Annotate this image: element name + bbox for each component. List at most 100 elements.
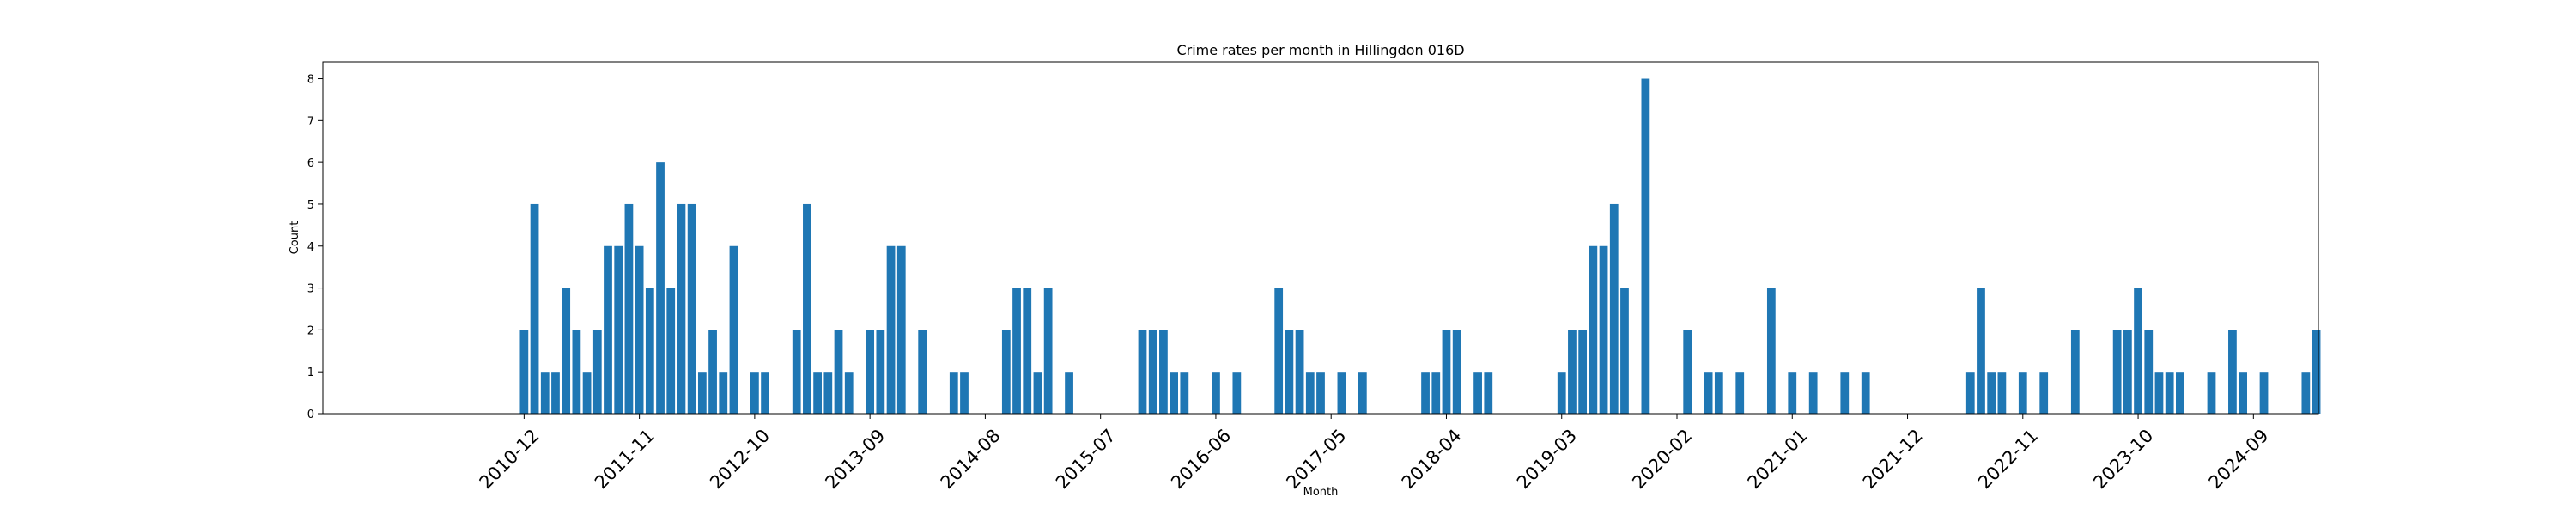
bar xyxy=(1683,330,1692,414)
y-tick-label: 8 xyxy=(307,74,314,87)
bar xyxy=(1159,330,1168,414)
y-axis-label: Count xyxy=(289,221,301,255)
x-tick-label: 2022-11 xyxy=(1974,425,2042,493)
bar xyxy=(1641,78,1650,415)
bar xyxy=(562,288,571,414)
bar xyxy=(803,203,811,414)
bar xyxy=(1180,372,1189,414)
bar xyxy=(1977,288,1985,414)
bar xyxy=(1568,330,1577,414)
x-axis-label: Month xyxy=(1303,486,1339,499)
bar xyxy=(1001,330,1011,414)
y-axis: 0 1 2 3 4 5 6 7 8 xyxy=(307,74,323,421)
bar xyxy=(834,330,843,414)
bar xyxy=(1704,372,1713,414)
bar xyxy=(866,330,875,414)
x-tick-label: 2014-08 xyxy=(937,425,1005,493)
bar xyxy=(540,372,550,414)
x-axis: 2010-12 2011-11 2012-10 2013-09 2014-08 2015-… xyxy=(476,414,2273,493)
bar xyxy=(2207,372,2216,414)
bar xyxy=(551,372,560,414)
bar xyxy=(2070,330,2080,414)
bar xyxy=(1766,288,1776,414)
bar xyxy=(2112,330,2122,414)
bar xyxy=(530,203,539,414)
bar xyxy=(2301,372,2311,414)
y-tick-label: 2 xyxy=(307,324,314,337)
x-tick-label: 2023-10 xyxy=(2089,425,2157,493)
bar xyxy=(1840,372,1850,414)
bar xyxy=(2176,372,2184,414)
x-tick-label: 2016-06 xyxy=(1167,425,1235,493)
bar xyxy=(592,330,602,414)
bar xyxy=(677,203,686,414)
x-tick-label: 2011-11 xyxy=(591,425,659,493)
bar xyxy=(1442,330,1451,414)
bar xyxy=(1148,330,1157,414)
x-tick-label: 2020-02 xyxy=(1628,425,1696,493)
bar xyxy=(2312,330,2321,414)
bar xyxy=(729,245,738,414)
bar xyxy=(1170,372,1178,414)
bar xyxy=(823,372,833,414)
y-tick-label: 1 xyxy=(307,367,314,379)
bar xyxy=(1735,372,1745,414)
bar xyxy=(2039,372,2049,414)
bars-group xyxy=(519,78,2321,415)
bar xyxy=(960,372,969,414)
x-tick-label: 2024-09 xyxy=(2205,425,2273,493)
bar xyxy=(1714,372,1723,414)
bar xyxy=(1997,372,2007,414)
bar xyxy=(2154,372,2164,414)
bar xyxy=(2228,330,2237,414)
x-tick-label: 2021-01 xyxy=(1744,425,1812,493)
bar xyxy=(687,203,696,414)
bar xyxy=(1452,330,1461,414)
bar xyxy=(750,372,759,414)
bar xyxy=(1421,372,1430,414)
bar xyxy=(1557,372,1566,414)
bar xyxy=(1285,330,1294,414)
bar xyxy=(918,330,927,414)
bar xyxy=(1620,288,1629,414)
bar xyxy=(582,372,592,414)
x-tick-label: 2021-12 xyxy=(1859,425,1927,493)
y-tick-label: 6 xyxy=(307,157,314,170)
bar xyxy=(792,330,801,414)
x-tick-label: 2015-07 xyxy=(1052,425,1120,493)
bar xyxy=(519,330,529,414)
bar xyxy=(2239,372,2247,414)
bar xyxy=(604,245,612,414)
bar xyxy=(1599,245,1608,414)
bar xyxy=(1473,372,1482,414)
bar xyxy=(1212,372,1220,414)
bar xyxy=(813,372,822,414)
y-tick-label: 4 xyxy=(307,241,314,254)
bar xyxy=(2018,372,2027,414)
chart-title: Crime rates per month in Hillingdon 016D xyxy=(1176,42,1464,58)
bar xyxy=(635,245,644,414)
x-tick-label: 2012-10 xyxy=(706,425,774,493)
bar xyxy=(1965,372,1975,414)
bar xyxy=(708,330,717,414)
x-tick-label: 2017-05 xyxy=(1282,425,1350,493)
bar xyxy=(2259,372,2269,414)
plot-frame xyxy=(322,61,2319,415)
bar xyxy=(656,162,665,414)
bar xyxy=(1023,288,1032,414)
bar xyxy=(1305,372,1315,414)
bar xyxy=(1788,372,1797,414)
bar xyxy=(1987,372,1996,414)
bar xyxy=(614,245,623,414)
x-tick-label: 2019-03 xyxy=(1513,425,1581,493)
bar xyxy=(949,372,958,414)
bar xyxy=(1484,372,1493,414)
bar xyxy=(1358,372,1367,414)
bar xyxy=(1274,288,1284,414)
bar xyxy=(761,372,769,414)
bar xyxy=(2144,330,2154,414)
bar xyxy=(1337,372,1346,414)
y-tick-label: 0 xyxy=(307,409,314,421)
x-tick-label: 2010-12 xyxy=(476,425,544,493)
